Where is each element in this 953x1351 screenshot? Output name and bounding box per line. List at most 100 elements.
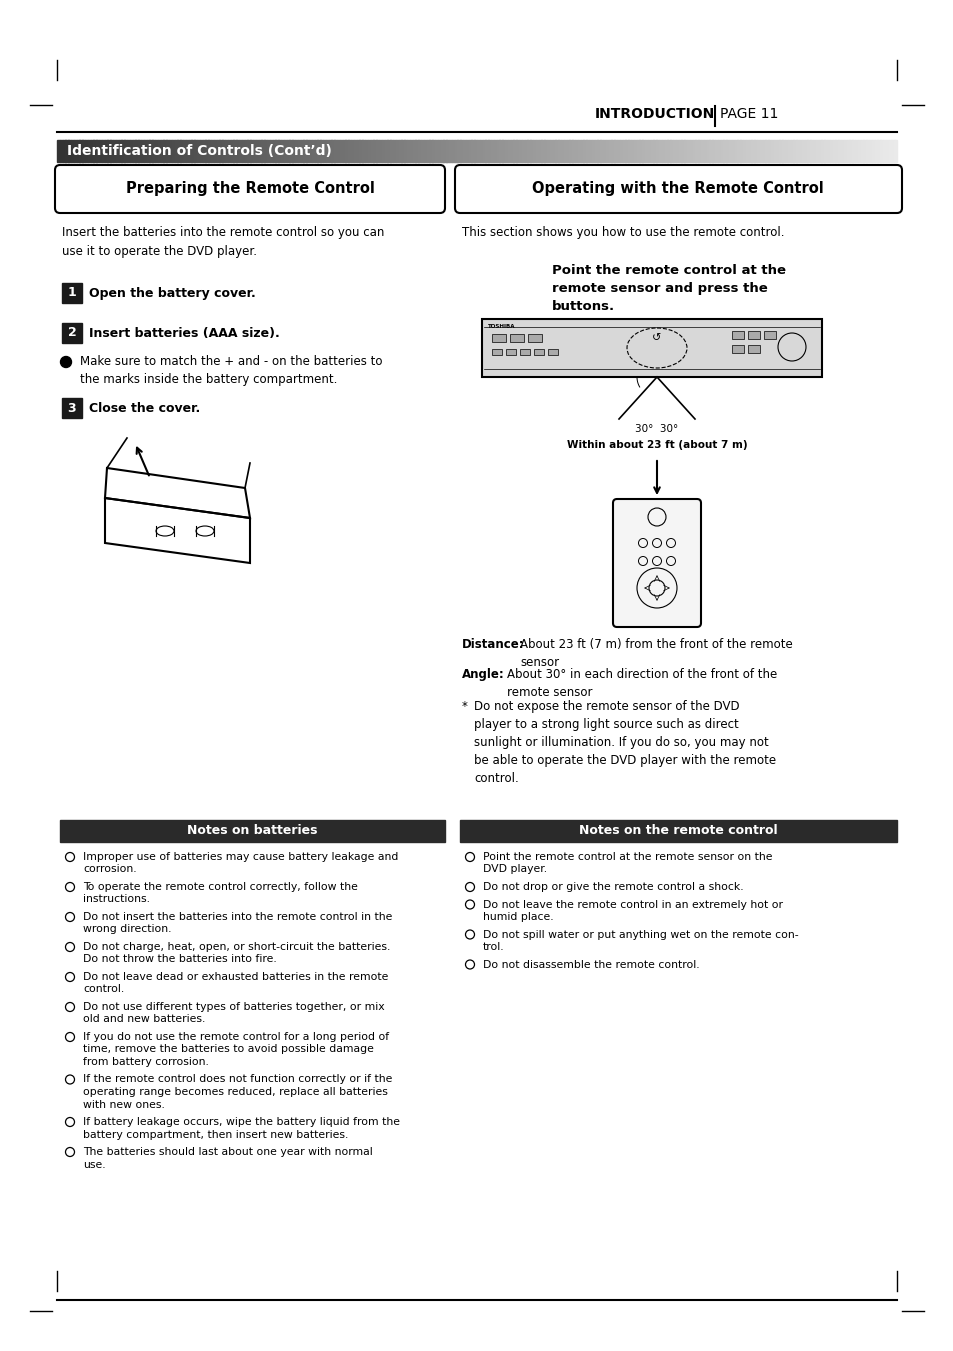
Text: with new ones.: with new ones. <box>83 1100 165 1109</box>
Bar <box>494 141 497 162</box>
Bar <box>636 141 639 162</box>
Bar <box>476 141 479 162</box>
Bar <box>639 141 642 162</box>
Bar <box>309 141 312 162</box>
Bar <box>611 141 614 162</box>
Bar <box>625 141 628 162</box>
Bar <box>672 141 676 162</box>
Bar <box>317 141 320 162</box>
Bar <box>784 141 787 162</box>
Bar <box>510 334 523 342</box>
Bar <box>661 141 664 162</box>
Bar <box>731 141 735 162</box>
Bar <box>683 141 687 162</box>
Bar <box>812 141 816 162</box>
Bar <box>289 141 293 162</box>
Bar <box>60 141 63 162</box>
Bar <box>656 141 659 162</box>
Bar <box>407 141 410 162</box>
Bar <box>186 141 189 162</box>
Bar <box>857 141 861 162</box>
Text: 3: 3 <box>68 401 76 415</box>
Bar <box>614 141 617 162</box>
Bar <box>543 141 547 162</box>
Bar <box>66 141 69 162</box>
Bar <box>745 141 748 162</box>
Bar <box>740 141 742 162</box>
Text: About 30° in each direction of the front of the
remote sensor: About 30° in each direction of the front… <box>506 667 777 698</box>
Bar <box>423 141 427 162</box>
Bar <box>505 349 516 355</box>
Bar <box>76 141 80 162</box>
Bar <box>742 141 745 162</box>
Bar <box>180 141 183 162</box>
Bar <box>82 141 86 162</box>
Bar <box>659 141 661 162</box>
Bar <box>384 141 388 162</box>
Bar <box>96 141 99 162</box>
Bar <box>244 141 248 162</box>
Bar <box>446 141 449 162</box>
Bar <box>62 282 82 303</box>
Bar <box>622 141 625 162</box>
Bar <box>781 141 784 162</box>
Bar <box>205 141 209 162</box>
Bar <box>754 141 757 162</box>
Bar <box>832 141 835 162</box>
Bar <box>578 141 580 162</box>
Bar <box>815 141 819 162</box>
Bar <box>71 141 74 162</box>
Bar <box>698 141 700 162</box>
Bar <box>141 141 144 162</box>
Bar <box>779 141 781 162</box>
Bar <box>390 141 393 162</box>
Bar <box>404 141 407 162</box>
Bar <box>132 141 135 162</box>
Bar <box>455 141 457 162</box>
Bar <box>420 141 424 162</box>
Bar <box>160 141 164 162</box>
Text: Operating with the Remote Control: Operating with the Remote Control <box>532 181 823 196</box>
Bar <box>465 141 469 162</box>
Bar <box>841 141 843 162</box>
Bar <box>619 141 622 162</box>
Bar <box>627 141 631 162</box>
Bar <box>617 141 619 162</box>
Text: operating range becomes reduced, replace all batteries: operating range becomes reduced, replace… <box>83 1088 388 1097</box>
Text: Open the battery cover.: Open the battery cover. <box>89 286 255 300</box>
Text: wrong direction.: wrong direction. <box>83 924 172 935</box>
Bar <box>381 141 385 162</box>
Bar <box>664 141 667 162</box>
Bar <box>675 141 679 162</box>
Text: ↺: ↺ <box>652 332 661 343</box>
Bar <box>468 141 472 162</box>
Bar <box>264 141 267 162</box>
Bar <box>547 349 558 355</box>
Bar <box>569 141 572 162</box>
Text: Distance:: Distance: <box>461 638 524 651</box>
Bar <box>680 141 684 162</box>
Bar <box>375 141 379 162</box>
Bar <box>144 141 147 162</box>
Bar <box>314 141 317 162</box>
Bar <box>533 141 536 162</box>
Bar <box>270 141 273 162</box>
Bar <box>510 141 514 162</box>
Text: Do not leave dead or exhausted batteries in the remote: Do not leave dead or exhausted batteries… <box>83 971 388 982</box>
Bar <box>211 141 214 162</box>
Bar <box>177 141 180 162</box>
Bar <box>835 141 838 162</box>
Bar <box>871 141 874 162</box>
Bar <box>261 141 264 162</box>
Bar <box>452 141 455 162</box>
Bar <box>845 141 849 162</box>
Bar <box>796 141 799 162</box>
Bar <box>501 141 505 162</box>
Bar <box>580 141 583 162</box>
Bar <box>152 141 155 162</box>
Bar <box>747 345 760 353</box>
FancyBboxPatch shape <box>613 499 700 627</box>
Bar <box>115 141 119 162</box>
Bar <box>213 141 217 162</box>
Bar <box>868 141 871 162</box>
